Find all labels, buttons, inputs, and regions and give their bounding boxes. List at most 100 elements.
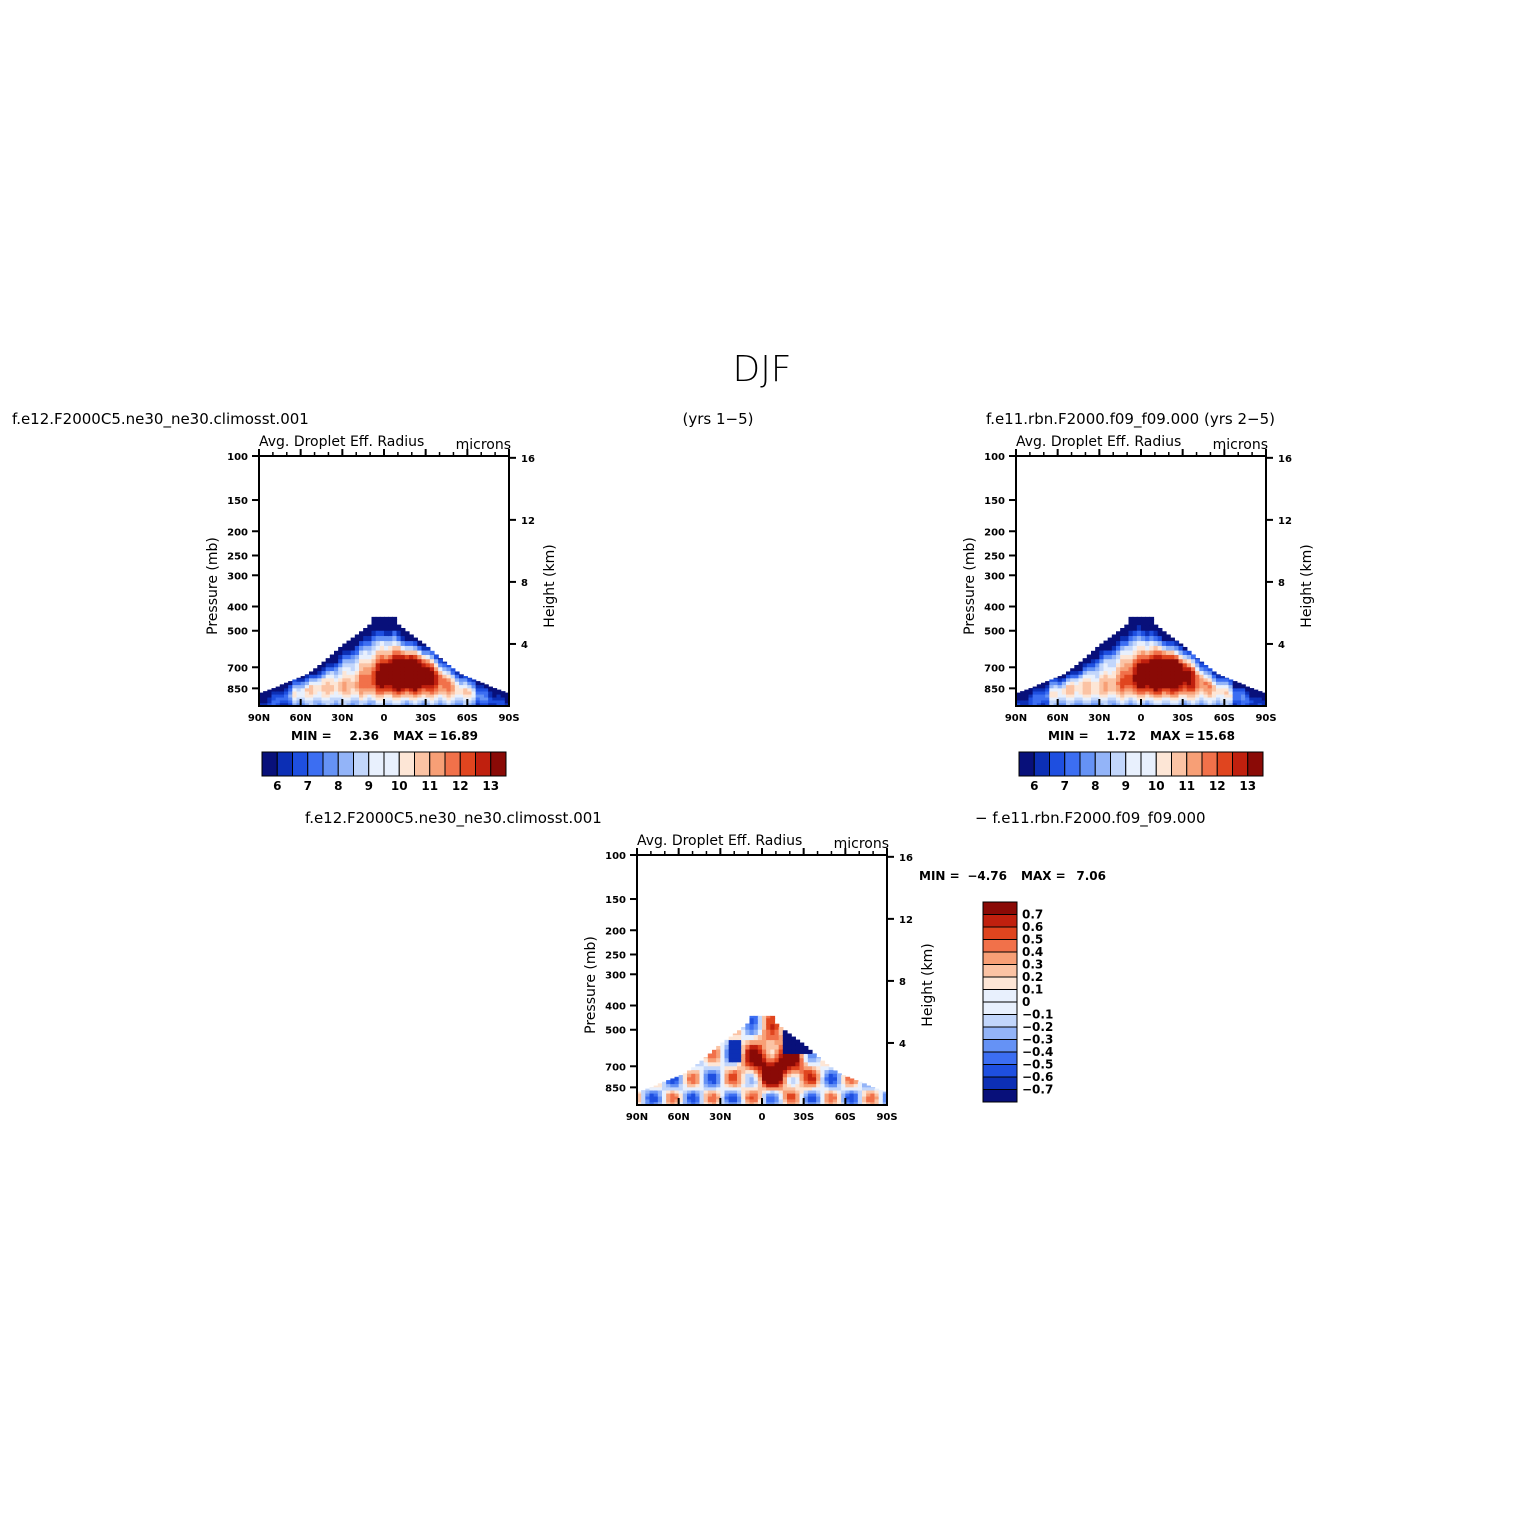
data-cell [446,667,452,672]
data-cell [1178,659,1184,664]
x-tick-label: 90S [498,713,519,724]
data-cell [1241,691,1246,696]
data-cell [409,641,414,647]
data-cell [862,1090,867,1095]
data-cell [1216,691,1221,696]
data-cell [745,1024,751,1031]
data-cell [1082,659,1088,664]
data-cell [770,1035,776,1041]
data-cell [732,1070,738,1075]
data-cell [799,1096,805,1101]
data-cell [467,697,473,702]
data-cell [857,1087,863,1092]
data-cell [1136,636,1142,642]
data-cell [716,1062,721,1067]
data-cell [720,1102,726,1106]
colorbar-box [276,751,293,777]
data-cell [670,1080,676,1085]
data-cell [417,688,423,693]
data-cell [795,1058,801,1063]
data-cell [720,1099,726,1103]
data-cell [770,1044,776,1051]
data-cell [807,1087,813,1092]
data-cell [741,1049,746,1055]
data-cell [1157,674,1163,679]
data-cell [1161,663,1167,668]
data-cell [812,1093,817,1098]
data-cell [1036,703,1042,707]
data-cell [396,654,402,660]
data-cell [1170,685,1175,689]
data-cell [1045,700,1050,704]
data-cell [712,1066,717,1071]
data-cell [334,703,339,707]
data-cell [1232,688,1238,693]
data-cell [325,685,331,689]
data-cell [745,1062,751,1067]
data-cell [695,1077,701,1082]
data-cell [1161,703,1167,707]
data-cell [753,1102,759,1106]
data-cell [857,1102,863,1106]
data-cell [1074,678,1080,683]
data-cell [845,1093,851,1098]
data-cell [791,1073,796,1078]
data-cell [703,1070,709,1075]
data-cell [438,700,443,704]
data-cell [284,691,289,696]
data-cell [1224,703,1230,707]
data-cell [459,700,464,704]
data-cell [1141,685,1146,689]
data-cell [1124,691,1130,696]
data-cell [832,1080,838,1085]
data-cell [1028,691,1034,696]
data-cell [1024,697,1030,702]
data-cell [1107,641,1113,647]
data-cell [496,700,502,704]
data-cell [442,671,448,676]
data-cell [434,681,439,686]
data-cell [359,667,364,672]
data-cell [807,1077,813,1082]
y-tick-label: 250 [227,551,248,562]
data-cell [716,1093,721,1098]
data-cell [866,1096,871,1101]
data-cell [1091,674,1096,679]
data-cell [1136,659,1142,664]
data-cell [803,1096,809,1101]
data-cell [799,1070,805,1075]
data-cell [841,1087,846,1092]
data-cell [1170,641,1175,647]
data-cell [774,1090,780,1095]
data-cell [1145,681,1150,686]
data-cell [309,697,314,702]
data-cell [417,650,423,656]
data-cell [1141,654,1146,660]
data-cell [1091,685,1096,689]
data-cell [1053,694,1059,699]
data-cell [384,663,389,668]
data-cell [1111,671,1117,676]
colorbar-label: 12 [1209,779,1226,793]
data-cell [379,688,385,693]
data-cell [799,1077,805,1082]
data-cell [707,1073,713,1078]
data-cell [1141,688,1146,693]
data-cell [475,694,481,699]
data-cell [824,1077,830,1082]
data-cell [479,688,485,693]
data-cell [454,674,460,679]
data-cell [882,1096,888,1101]
data-cell [641,1099,646,1103]
data-cell [454,681,460,686]
data-cell [1141,663,1146,668]
colorbar-box [982,1039,1018,1053]
data-cell [837,1080,842,1085]
data-cell [425,700,431,704]
data-cell [279,688,285,693]
data-cell [367,697,373,702]
data-cell [459,697,464,702]
data-cell [429,654,435,660]
data-cell [363,645,368,652]
